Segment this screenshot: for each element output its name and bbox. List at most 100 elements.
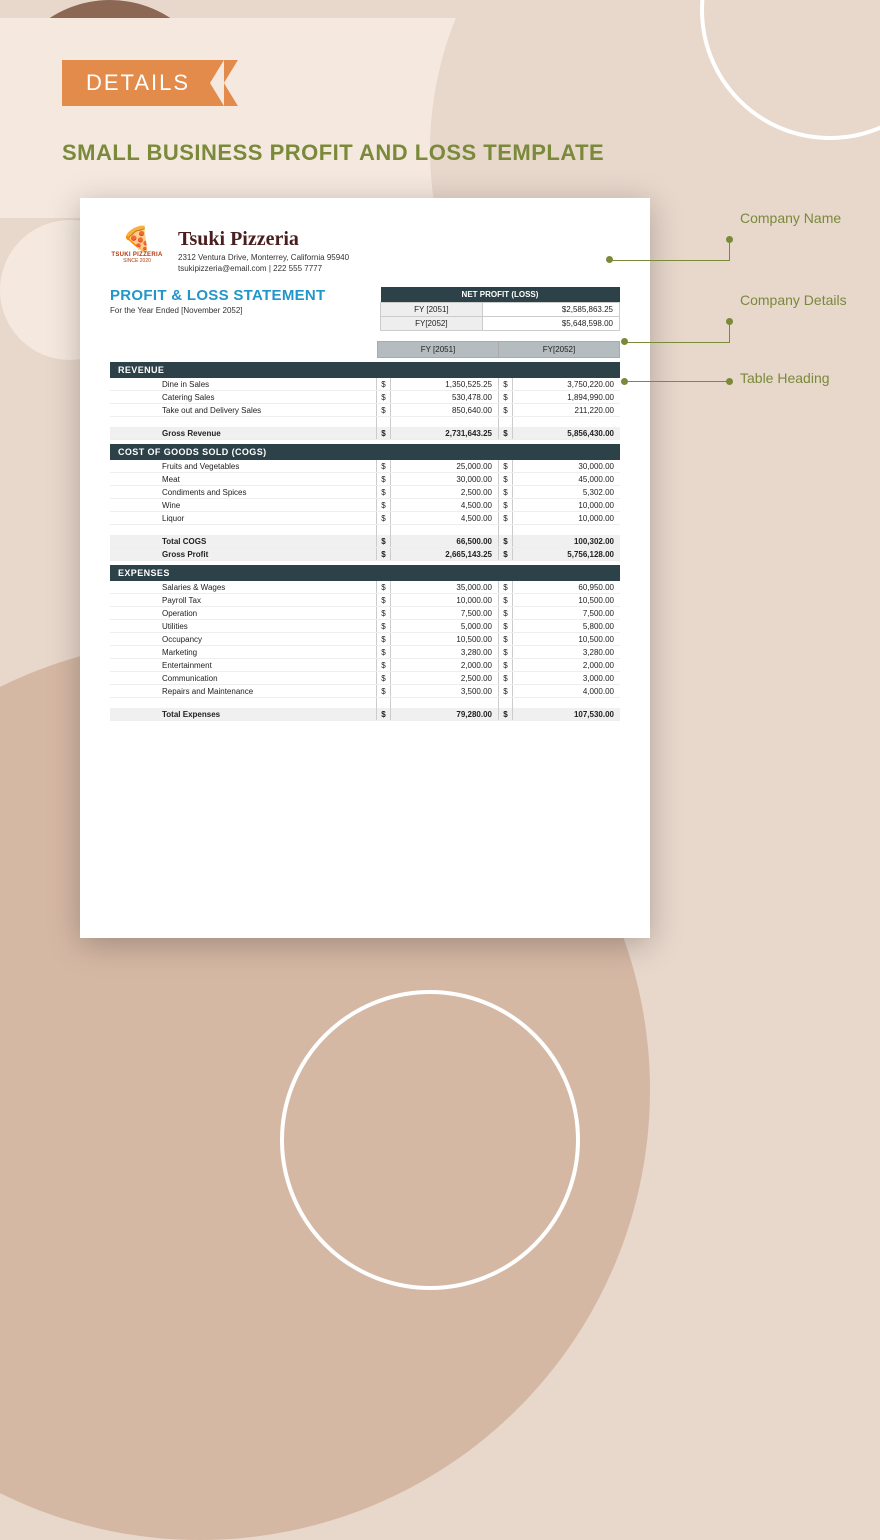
row-label: Total Expenses [110,708,376,720]
currency-symbol: $ [498,404,512,416]
table-row: Fruits and Vegetables$25,000.00$30,000.0… [110,460,620,473]
currency-symbol: $ [376,633,390,645]
row-y2: 5,756,128.00 [512,548,620,560]
currency-symbol: $ [498,427,512,439]
currency-symbol: $ [498,620,512,632]
table-row: Wine$4,500.00$10,000.00 [110,499,620,512]
row-y1: 2,500.00 [390,672,498,684]
letterhead: 🍕 TSUKI PIZZERIA SINCE 2020 Tsuki Pizzer… [110,228,620,273]
currency-symbol: $ [498,512,512,524]
table-row: Take out and Delivery Sales$850,640.00$2… [110,404,620,417]
table-row: Marketing$3,280.00$3,280.00 [110,646,620,659]
section-heading: COST OF GOODS SOLD (COGS) [110,444,620,460]
currency-symbol: $ [498,581,512,593]
row-y2: 60,950.00 [512,581,620,593]
currency-symbol: $ [376,460,390,472]
table-row: Occupancy$10,500.00$10,500.00 [110,633,620,646]
company-name: Tsuki Pizzeria [178,228,349,251]
row-label: Repairs and Maintenance [110,685,376,697]
currency-symbol: $ [498,391,512,403]
table-row: Total Expenses$79,280.00$107,530.00 [110,708,620,721]
row-y1: 2,000.00 [390,659,498,671]
row-label: Communication [110,672,376,684]
row-y2: 5,856,430.00 [512,427,620,439]
currency-symbol: $ [376,391,390,403]
currency-symbol: $ [498,708,512,720]
company-contact: tsukipizzeria@email.com | 222 555 7777 [178,264,349,273]
np-y2-label: FY[2052] [381,317,483,331]
currency-symbol: $ [498,499,512,511]
row-y1: 530,478.00 [390,391,498,403]
row-y2: 5,800.00 [512,620,620,632]
row-label: Fruits and Vegetables [110,460,376,472]
np-y2-val: $5,648,598.00 [482,317,619,331]
currency-symbol: $ [376,512,390,524]
table-row: Repairs and Maintenance$3,500.00$4,000.0… [110,685,620,698]
table-row: Entertainment$2,000.00$2,000.00 [110,659,620,672]
currency-symbol: $ [376,404,390,416]
row-y2: 2,000.00 [512,659,620,671]
table-row: Liquor$4,500.00$10,000.00 [110,512,620,525]
currency-symbol: $ [498,460,512,472]
currency-symbol: $ [376,581,390,593]
currency-symbol: $ [498,659,512,671]
table-row: Payroll Tax$10,000.00$10,500.00 [110,594,620,607]
row-y1: 4,500.00 [390,499,498,511]
net-profit-header: NET PROFIT (LOSS) [381,287,620,303]
table-row: Communication$2,500.00$3,000.00 [110,672,620,685]
row-y1: 7,500.00 [390,607,498,619]
currency-symbol: $ [376,473,390,485]
row-label: Gross Revenue [110,427,376,439]
callout-company-name: Company Name [740,210,841,226]
currency-symbol: $ [376,499,390,511]
row-y2: 7,500.00 [512,607,620,619]
row-y2: 5,302.00 [512,486,620,498]
details-ribbon: DETAILS [62,60,224,106]
currency-symbol: $ [376,427,390,439]
currency-symbol: $ [498,633,512,645]
currency-symbol: $ [376,685,390,697]
row-y2: 211,220.00 [512,404,620,416]
company-logo: 🍕 TSUKI PIZZERIA SINCE 2020 [110,228,164,273]
row-y2: 3,750,220.00 [512,378,620,390]
currency-symbol: $ [498,685,512,697]
year-col-2: FY[2052] [498,341,620,358]
currency-symbol: $ [498,607,512,619]
net-profit-table: NET PROFIT (LOSS) FY [2051]$2,585,863.25… [380,287,620,331]
currency-symbol: $ [376,486,390,498]
row-label: Operation [110,607,376,619]
ribbon-label: DETAILS [86,70,190,95]
table-row: Operation$7,500.00$7,500.00 [110,607,620,620]
currency-symbol: $ [498,646,512,658]
document-sheet: 🍕 TSUKI PIZZERIA SINCE 2020 Tsuki Pizzer… [80,198,650,938]
row-y1: 25,000.00 [390,460,498,472]
row-y1: 850,640.00 [390,404,498,416]
row-y1: 2,731,643.25 [390,427,498,439]
table-row: Gross Revenue$2,731,643.25$5,856,430.00 [110,427,620,440]
row-y1: 79,280.00 [390,708,498,720]
page-title: SMALL BUSINESS PROFIT AND LOSS TEMPLATE [62,140,604,166]
currency-symbol: $ [376,607,390,619]
row-y1: 10,500.00 [390,633,498,645]
table-row: Total COGS$66,500.00$100,302.00 [110,535,620,548]
row-label: Entertainment [110,659,376,671]
currency-symbol: $ [498,672,512,684]
row-y1: 30,000.00 [390,473,498,485]
row-y2: 10,500.00 [512,633,620,645]
table-row: Dine in Sales$1,350,525.25$3,750,220.00 [110,378,620,391]
financial-table: REVENUEDine in Sales$1,350,525.25$3,750,… [110,362,620,721]
currency-symbol: $ [376,548,390,560]
statement-heading: PROFIT & LOSS STATEMENT For the Year End… [110,287,326,315]
row-y2: 107,530.00 [512,708,620,720]
logo-since: SINCE 2020 [110,258,164,264]
currency-symbol: $ [498,486,512,498]
row-label: Payroll Tax [110,594,376,606]
row-label: Dine in Sales [110,378,376,390]
row-label: Catering Sales [110,391,376,403]
year-col-1: FY [2051] [377,341,499,358]
row-y1: 10,000.00 [390,594,498,606]
table-row: Gross Profit$2,665,143.25$5,756,128.00 [110,548,620,561]
callout-company-details: Company Details [740,292,847,308]
spacer-row [110,525,620,535]
row-label: Gross Profit [110,548,376,560]
